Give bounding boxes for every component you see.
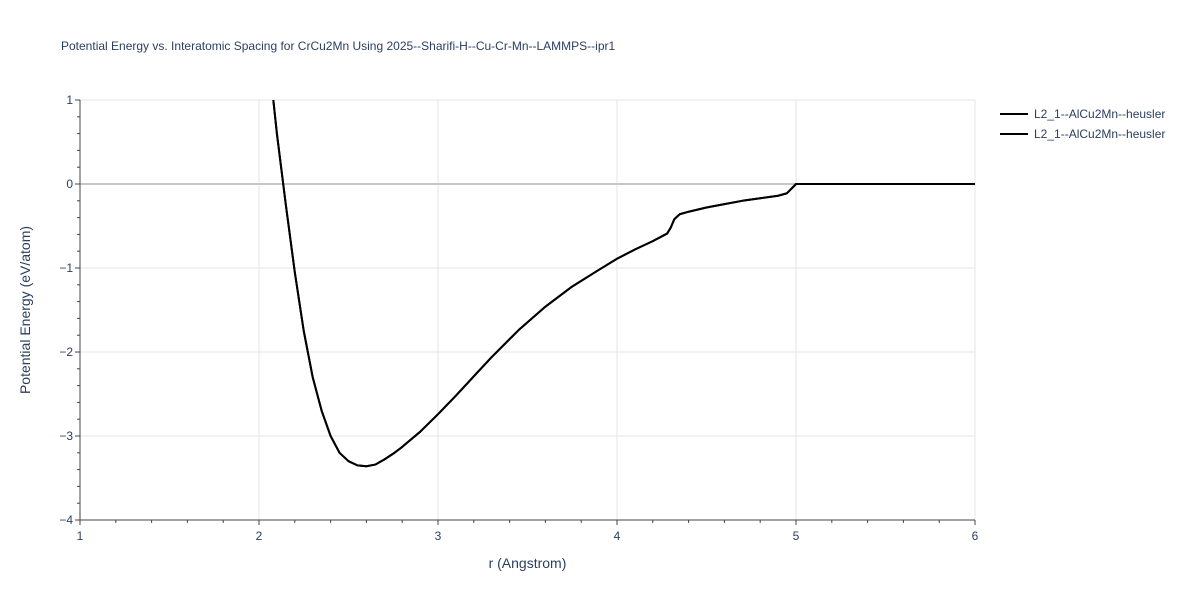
- chart-title: Potential Energy vs. Interatomic Spacing…: [61, 39, 615, 53]
- y-tick-label: −2: [59, 345, 73, 359]
- series-layer: [272, 99, 975, 468]
- legend[interactable]: L2_1--AlCu2Mn--heusler L2_1--AlCu2Mn--heu…: [1000, 107, 1165, 141]
- y-tick-label: 0: [66, 177, 73, 191]
- x-axis-title: r (Angstrom): [489, 555, 567, 571]
- legend-item[interactable]: L2_1--AlCu2Mn--heusler: [1000, 107, 1165, 121]
- series-line-2: [272, 99, 975, 468]
- x-tick-label: 4: [614, 529, 621, 543]
- x-tick-label: 6: [972, 529, 979, 543]
- x-tick-labels: 1 2 3 4 5 6: [77, 529, 979, 543]
- y-tick-label: −1: [59, 261, 73, 275]
- legend-item[interactable]: L2_1--AlCu2Mn--heusler: [1000, 127, 1165, 141]
- y-tick-label: 1: [66, 93, 73, 107]
- y-tick-label: −3: [59, 429, 73, 443]
- x-tick-label: 2: [256, 529, 263, 543]
- y-tick-labels: −4 −3 −2 −1 0 1: [59, 93, 73, 527]
- x-tick-label: 5: [793, 529, 800, 543]
- axes: [75, 99, 976, 525]
- y-axis-title: Potential Energy (eV/atom): [17, 226, 33, 394]
- gridlines: [80, 99, 976, 520]
- legend-label: L2_1--AlCu2Mn--heusler: [1034, 127, 1165, 141]
- legend-label: L2_1--AlCu2Mn--heusler: [1034, 107, 1165, 121]
- x-tick-label: 1: [77, 529, 84, 543]
- x-tick-label: 3: [435, 529, 442, 543]
- y-tick-label: −4: [59, 513, 73, 527]
